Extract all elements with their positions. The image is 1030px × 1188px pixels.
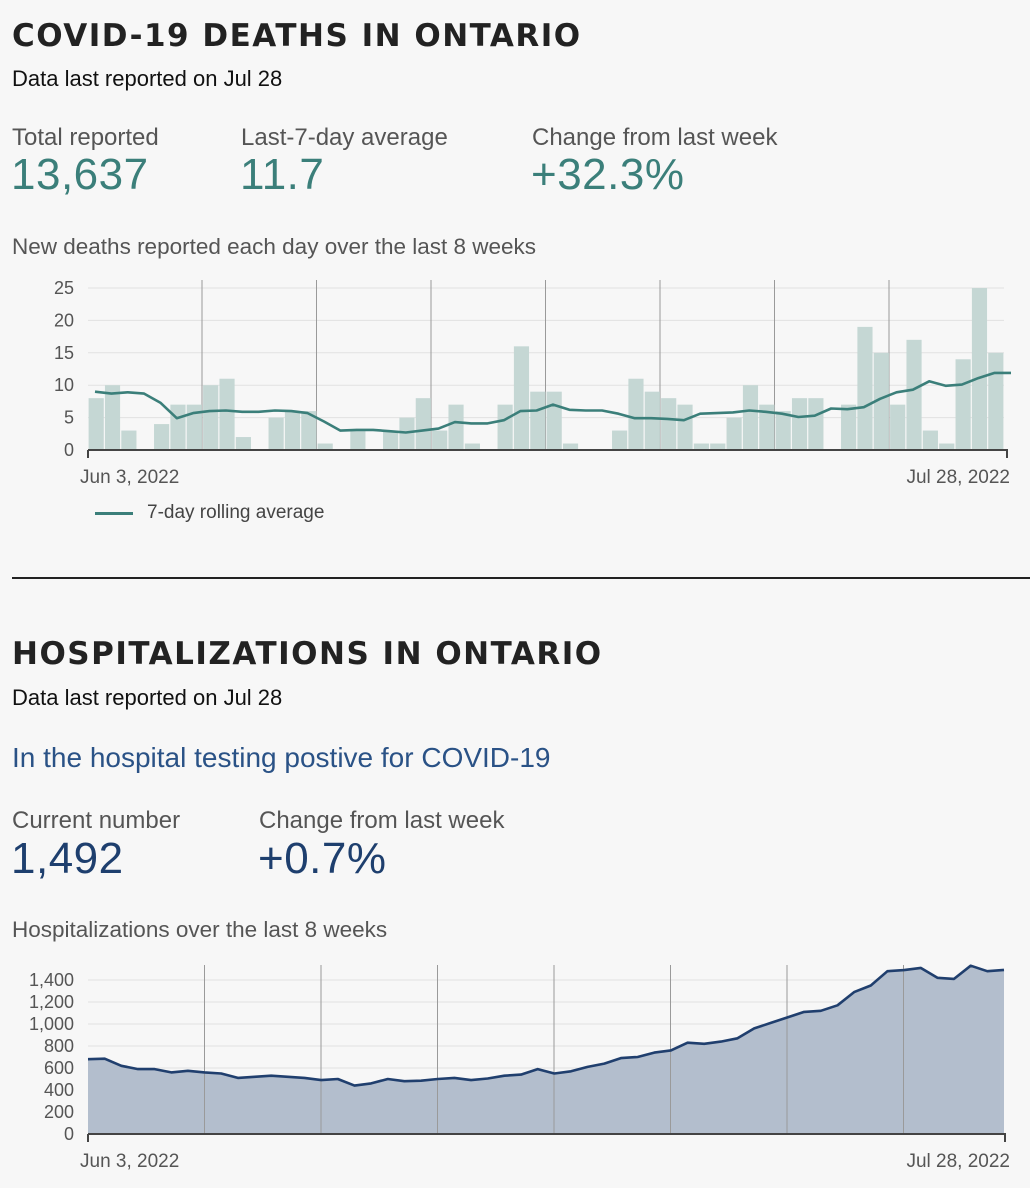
deaths-section: COVID-19 DEATHS IN ONTARIO Data last rep… [0,0,1030,580]
hospitalizations-area [88,965,1004,1134]
y-tick-label: 5 [64,408,74,428]
x-end-label: Jul 28, 2022 [906,467,1010,488]
y-tick-label: 25 [54,278,74,298]
deaths-bar [906,339,922,450]
deaths-bar [955,359,971,450]
deaths-bar [301,411,317,450]
deaths-bar [432,430,448,450]
deaths-bar [971,288,988,450]
hospitalizations-line [87,964,1005,1087]
deaths-bar [203,385,219,450]
deaths-bar [219,378,235,450]
deaths-bar [726,417,742,450]
deaths-bar [546,391,562,450]
deaths-bar [841,404,857,450]
deaths-bar [530,391,546,450]
deaths-bar [612,430,628,450]
y-tick-label: 20 [54,310,74,330]
deaths-bar [186,404,202,450]
hospital-current-value: 1,492 [11,834,124,883]
y-tick-label: 10 [54,375,74,395]
deaths-bar [710,443,726,450]
deaths-bar [513,346,530,450]
deaths-bar [121,430,137,450]
deaths-bar [890,404,906,450]
y-tick-label: 1,400 [29,970,74,990]
x-start-label: Jun 3, 2022 [80,467,179,488]
hospital-title: HOSPITALIZATIONS IN ONTARIO [12,636,603,672]
deaths-bar [873,352,889,450]
deaths-bar [562,443,579,450]
deaths-avg-value: 11.7 [240,150,325,199]
hospital-subtitle: In the hospital testing postive for COVI… [12,742,551,773]
y-tick-label: 800 [44,1036,74,1056]
deaths-total-label: Total reported [12,124,159,151]
deaths-bar [628,378,644,450]
deaths-updated-text: Data last reported on Jul 28 [12,66,283,91]
deaths-change-value: +32.3% [531,150,685,199]
y-tick-label: 200 [44,1102,74,1122]
deaths-avg-label: Last-7-day average [241,124,448,151]
y-tick-label: 0 [64,440,74,460]
deaths-bar [775,411,791,450]
deaths-bar [497,404,513,450]
rolling-average-line [94,371,1011,434]
deaths-bar [922,430,938,450]
deaths-bar [415,398,431,450]
deaths-bar [88,398,104,450]
deaths-bar [693,443,709,450]
deaths-chart-caption: New deaths reported each day over the la… [12,234,537,259]
deaths-bar [268,417,284,450]
deaths-bar [759,404,775,450]
deaths-bar [988,352,1004,450]
deaths-bar [791,398,808,450]
deaths-bar [235,437,251,450]
deaths-change-label: Change from last week [532,124,778,151]
deaths-bar [170,404,186,450]
deaths-bar [808,398,824,450]
deaths-total-value: 13,637 [11,150,149,199]
legend-line-swatch [95,511,133,515]
y-tick-label: 600 [44,1058,74,1078]
deaths-bar [742,385,759,450]
hospital-updated-text: Data last reported on Jul 28 [12,685,283,710]
legend-label: 7-day rolling average [147,502,325,523]
y-tick-label: 15 [54,343,74,363]
hospital-current-label: Current number [12,807,181,834]
y-tick-label: 1,200 [29,992,74,1012]
deaths-bar [677,404,693,450]
hospital-change-value: +0.7% [258,834,387,883]
hospital-change-label: Change from last week [259,807,505,834]
deaths-bar [661,398,677,450]
deaths-bar [399,417,415,450]
section-divider [12,577,1030,579]
deaths-bar [857,326,873,450]
deaths-bar [448,404,464,450]
deaths-bar [317,443,333,450]
hospital-section: HOSPITALIZATIONS IN ONTARIO Data last re… [0,580,1030,1188]
y-tick-label: 400 [44,1080,74,1100]
y-tick-label: 0 [64,1124,74,1144]
deaths-bar [104,385,121,450]
deaths-bar [154,424,170,450]
deaths-chart: 0 5 10 15 20 25 Jun 3, 2022 Jul 28, 2022 [54,278,1011,488]
deaths-bar [383,430,399,450]
deaths-legend: 7-day rolling average [95,502,324,524]
deaths-bar [939,443,955,450]
hospital-chart-caption: Hospitalizations over the last 8 weeks [12,917,388,942]
deaths-title: COVID-19 DEATHS IN ONTARIO [12,18,582,54]
x-start-label: Jun 3, 2022 [80,1151,179,1172]
deaths-bar [644,391,660,450]
deaths-bar [284,411,301,450]
y-tick-label: 1,000 [29,1014,74,1034]
x-end-label: Jul 28, 2022 [906,1151,1010,1172]
deaths-bar [464,443,480,450]
deaths-bar [350,430,366,450]
